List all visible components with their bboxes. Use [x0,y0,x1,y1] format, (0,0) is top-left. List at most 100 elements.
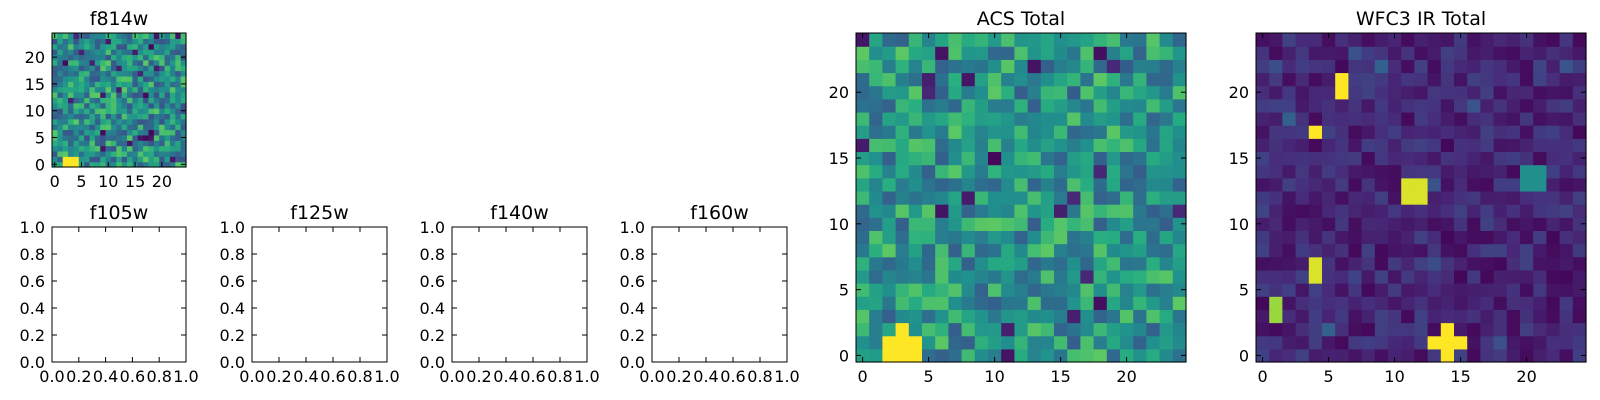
heatmap-cell [1269,177,1283,192]
heatmap-cell [1120,217,1134,231]
heatmap-cell [78,145,85,152]
heatmap-cell [1533,59,1547,74]
y-tick-label: 0.4 [420,299,445,318]
heatmap-cell [988,111,1002,126]
heatmap-cell [1427,164,1442,179]
heatmap-cell [974,98,989,113]
heatmap-cell [908,59,923,74]
heatmap-cell [84,161,91,168]
heatmap-cell [1480,151,1495,166]
heatmap-cell [988,98,1002,113]
heatmap-cell [137,54,144,61]
heatmap-cell [948,46,963,60]
heatmap-cell [164,70,171,77]
heatmap-cell [935,138,949,153]
heatmap-cell [1093,72,1108,87]
heatmap-cell [127,54,133,61]
heatmap-cell [132,91,139,98]
heatmap-cell [1454,46,1468,60]
heatmap-cell [1172,164,1187,179]
heatmap-cell [1133,256,1147,271]
heatmap-cell [180,97,187,104]
heatmap-cell [1256,72,1270,87]
heatmap-cell [1040,269,1055,284]
heatmap-cell [62,38,69,45]
heatmap-cell [988,217,1002,231]
heatmap-cell [1295,190,1310,205]
heatmap-cell [1374,335,1389,350]
heatmap-cell [1172,125,1187,139]
heatmap-cell [1308,85,1323,100]
heatmap-cell [121,86,128,93]
heatmap-cell [1520,283,1534,297]
heatmap-cell [1440,256,1455,271]
heatmap-cell [73,91,80,98]
heatmap-cell [882,190,897,205]
heatmap-cell [1120,72,1134,87]
heatmap-cell [1001,204,1015,218]
subplot-title: f814w [90,8,149,30]
heatmap-cell [1001,296,1015,310]
heatmap-cell [1133,177,1147,192]
heatmap-cell [1080,243,1095,258]
heatmap-cell [68,145,75,152]
heatmap-cell [164,49,171,56]
heatmap-cell [1361,348,1376,363]
heatmap-cell [1480,217,1495,231]
heatmap-cell [127,102,133,109]
heatmap-cell [1335,46,1349,60]
heatmap-cell [1335,138,1349,153]
heatmap-cell [100,150,107,157]
heatmap-cell [110,134,117,141]
heatmap-cell [1467,296,1481,310]
heatmap-cell [974,335,989,350]
heatmap-cell [1401,283,1415,297]
heatmap-cell [1014,164,1029,179]
heatmap-cell [1040,59,1055,74]
heatmap-cell [127,75,133,82]
heatmap-cell [1256,190,1270,205]
heatmap-cell [961,151,976,166]
heatmap-cell [1282,283,1297,297]
heatmap-cell [89,156,96,163]
heatmap-cell [148,65,155,72]
heatmap-cell [57,97,64,104]
heatmap-cell [73,97,80,104]
heatmap-cell [1533,98,1547,113]
heatmap-cell [94,97,101,104]
heatmap-cell [89,118,96,125]
heatmap-cell [1427,348,1442,363]
heatmap-cell [1388,177,1402,192]
heatmap-cell [856,283,870,297]
heatmap-cell [100,49,107,56]
heatmap-cell [1467,151,1481,166]
heatmap-cell [1520,190,1534,205]
heatmap-cell [1269,46,1283,60]
heatmap-cell [127,81,133,88]
heatmap-cell [1546,322,1561,337]
heatmap-cell [1374,256,1389,271]
heatmap-cell [1256,98,1270,113]
heatmap-cell [89,108,96,114]
heatmap-cell [1401,111,1415,126]
heatmap-cell [127,150,133,157]
heatmap-cell [1014,322,1029,337]
heatmap-cell [974,125,989,139]
heatmap-cell [1401,59,1415,74]
heatmap-cell [180,75,187,82]
heatmap-cells [52,33,187,168]
heatmap-cell [116,81,123,88]
heatmap-cell [856,335,870,350]
heatmap-cell [159,113,166,120]
heatmap-cell [1480,72,1495,87]
heatmap-cell [127,70,133,77]
heatmap-cell [1308,98,1323,113]
heatmap-cell [1040,322,1055,337]
heatmap-cell [1001,138,1015,153]
heatmap-cell [974,59,989,74]
heatmap-cell [1467,256,1481,271]
heatmap-cell [1467,230,1481,245]
heatmap-cell [1040,98,1055,113]
heatmap-cell [1282,164,1297,179]
